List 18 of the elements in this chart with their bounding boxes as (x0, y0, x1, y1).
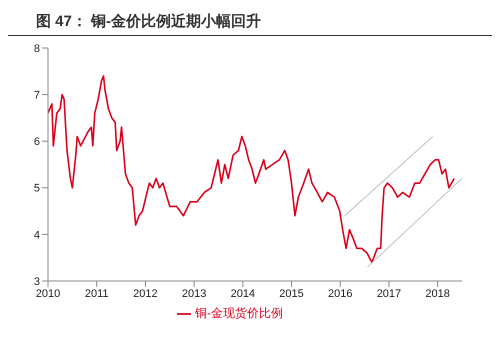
legend-label: 铜-金现货价比例 (195, 306, 283, 320)
x-tick-label: 2015 (279, 288, 304, 300)
y-tick-label: 8 (34, 42, 40, 55)
x-tick-label: 2011 (84, 288, 109, 300)
y-tick-label: 5 (34, 182, 40, 195)
y-tick-label: 7 (34, 90, 40, 102)
x-tick-label: 2016 (328, 288, 352, 300)
line-series (48, 75, 456, 264)
x-tick-label: 2012 (133, 288, 158, 300)
x-tick-label: 2017 (376, 288, 402, 300)
y-tick-label: 3 (34, 276, 40, 288)
x-tick-label: 2013 (182, 288, 206, 300)
x-tick-label: 2014 (230, 288, 256, 300)
x-tick-label: 2010 (36, 288, 60, 300)
chart-title: 图 47： 铜-金价比例近期小幅回升 (8, 8, 492, 36)
y-tick-label: 4 (34, 229, 40, 242)
y-tick-label: 6 (34, 136, 40, 148)
x-tick-label: 2018 (425, 288, 450, 300)
